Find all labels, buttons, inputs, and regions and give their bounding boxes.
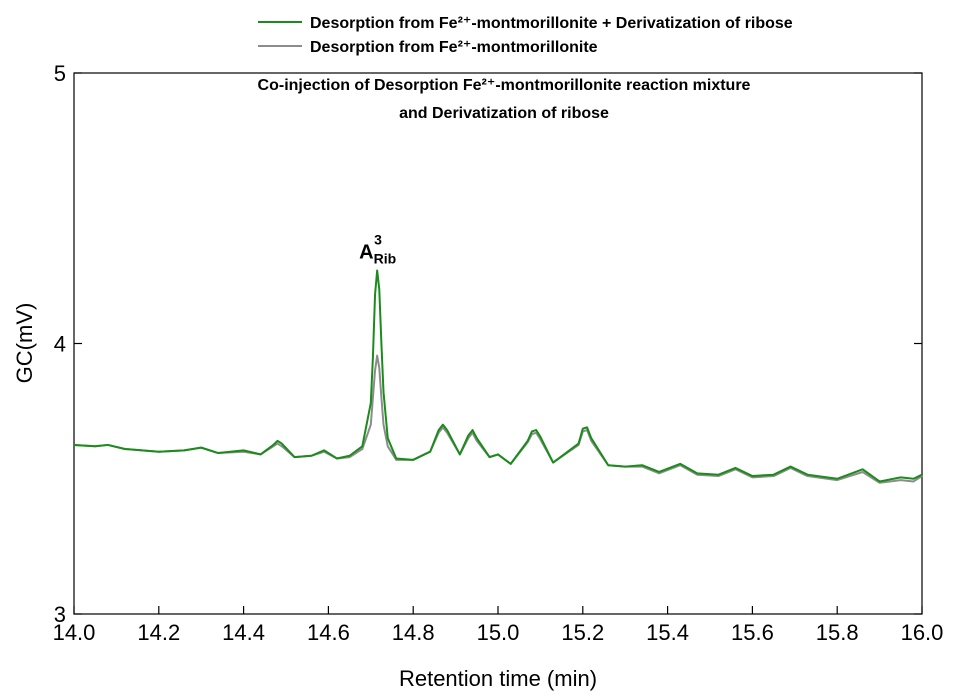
x-tick-label: 14.0 bbox=[53, 620, 96, 645]
x-tick-label: 15.0 bbox=[477, 620, 520, 645]
x-tick-label: 14.8 bbox=[392, 620, 435, 645]
chart-title: Co-injection of Desorption Fe²⁺-montmori… bbox=[258, 77, 751, 94]
x-axis-label: Retention time (min) bbox=[399, 666, 597, 691]
legend-label: Desorption from Fe²⁺-montmorillonite + D… bbox=[310, 15, 793, 32]
x-tick-label: 14.6 bbox=[307, 620, 350, 645]
x-tick-label: 16.0 bbox=[901, 620, 944, 645]
chart-title: and Derivatization of ribose bbox=[399, 105, 609, 122]
legend-label: Desorption from Fe²⁺-montmorillonite bbox=[310, 39, 598, 56]
x-tick-label: 15.6 bbox=[731, 620, 774, 645]
annotation-sub: Rib bbox=[374, 250, 397, 266]
y-axis-label: GC(mV) bbox=[12, 303, 37, 384]
annotation-text: A bbox=[359, 241, 373, 263]
y-tick-label: 4 bbox=[54, 332, 66, 357]
x-tick-label: 14.4 bbox=[222, 620, 265, 645]
y-tick-label: 5 bbox=[54, 61, 66, 86]
plot-frame bbox=[73, 72, 923, 615]
series-line bbox=[73, 269, 923, 483]
x-tick-label: 15.4 bbox=[646, 620, 689, 645]
annotation-sup: 3 bbox=[374, 231, 382, 247]
x-tick-label: 14.2 bbox=[137, 620, 180, 645]
y-tick-label: 3 bbox=[54, 602, 66, 627]
x-tick-label: 15.8 bbox=[816, 620, 859, 645]
x-tick-label: 15.2 bbox=[561, 620, 604, 645]
series-line bbox=[73, 354, 923, 484]
peak-annotation: ARib bbox=[359, 241, 396, 266]
